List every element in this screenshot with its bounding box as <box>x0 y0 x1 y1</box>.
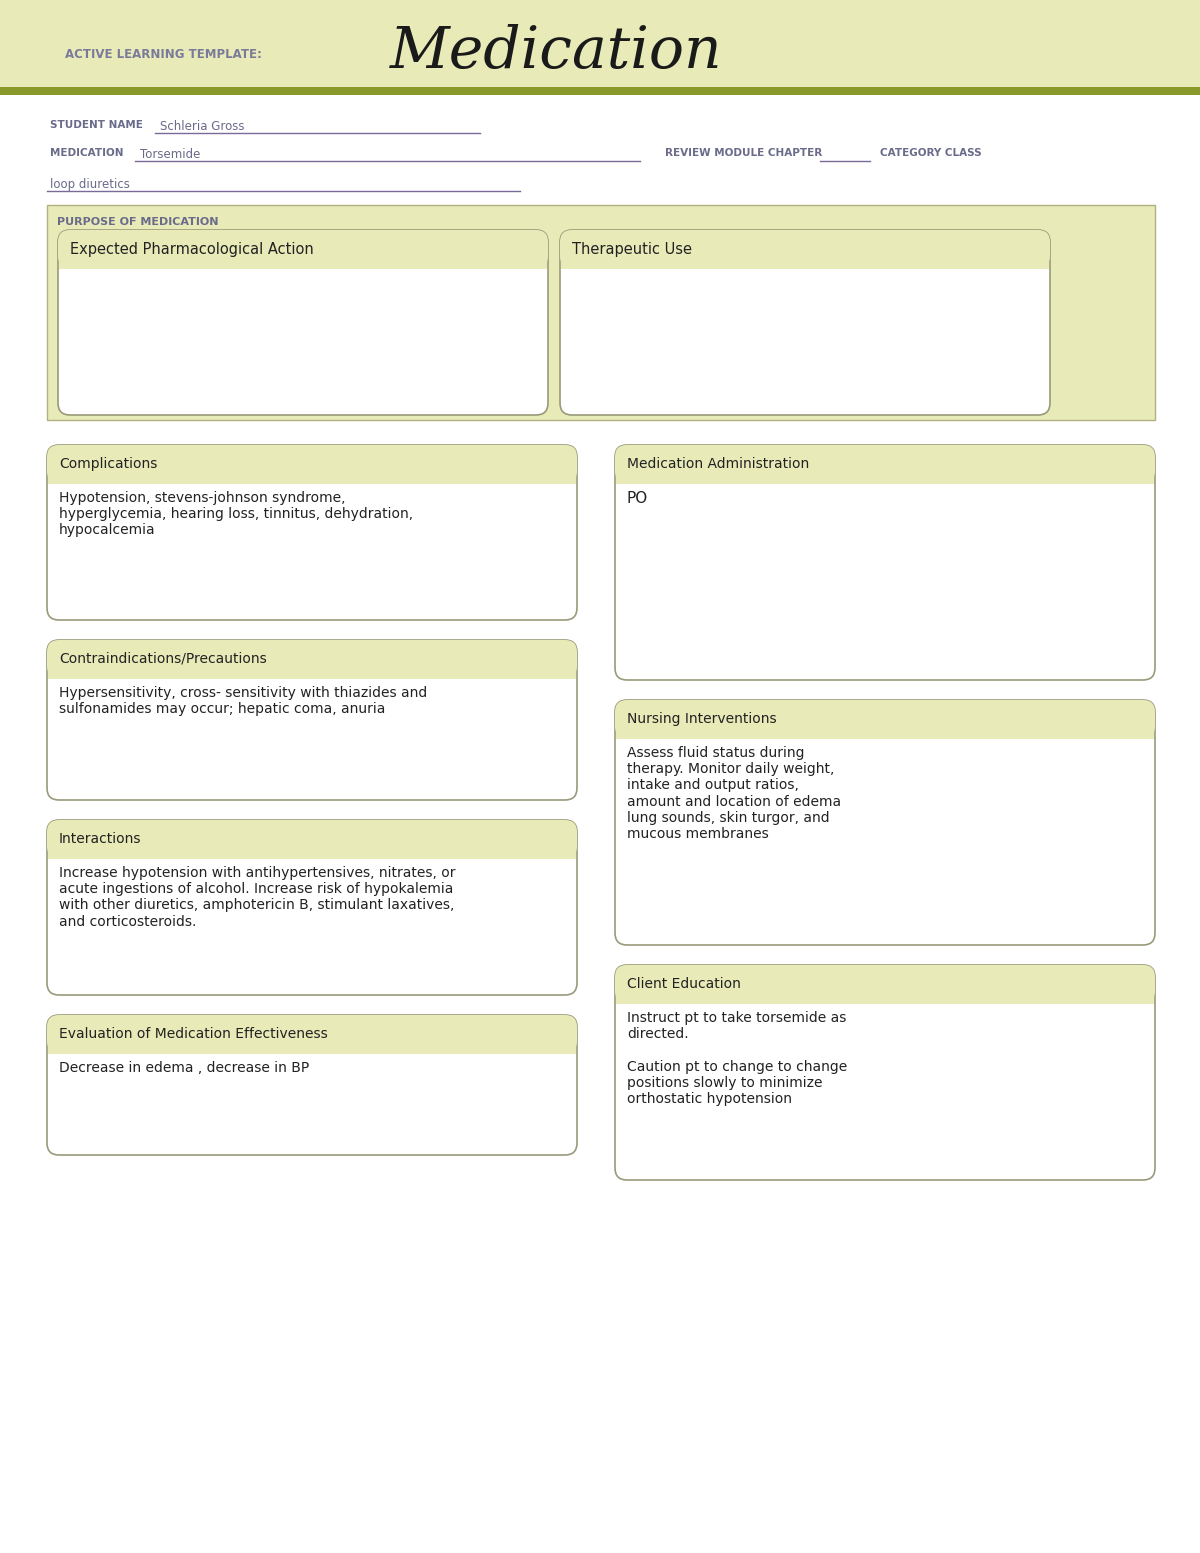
FancyBboxPatch shape <box>616 700 1154 738</box>
Text: Torsemide: Torsemide <box>140 148 200 162</box>
FancyBboxPatch shape <box>562 255 1049 269</box>
FancyBboxPatch shape <box>47 640 577 679</box>
FancyBboxPatch shape <box>616 964 1154 1180</box>
Text: Hypersensitivity, cross- sensitivity with thiazides and
sulfonamides may occur; : Hypersensitivity, cross- sensitivity wit… <box>59 686 427 716</box>
FancyBboxPatch shape <box>48 843 576 859</box>
Text: Medication: Medication <box>390 23 722 81</box>
Text: Instruct pt to take torsemide as
directed.

Caution pt to change to change
posit: Instruct pt to take torsemide as directe… <box>628 1011 847 1106</box>
Text: REVIEW MODULE CHAPTER: REVIEW MODULE CHAPTER <box>665 148 822 158</box>
FancyBboxPatch shape <box>616 724 1154 739</box>
FancyBboxPatch shape <box>48 665 576 679</box>
FancyBboxPatch shape <box>0 95 1200 266</box>
FancyBboxPatch shape <box>560 230 1050 269</box>
Text: CATEGORY CLASS: CATEGORY CLASS <box>880 148 982 158</box>
Text: Therapeutic Use: Therapeutic Use <box>572 242 692 256</box>
FancyBboxPatch shape <box>58 230 548 415</box>
Text: Client Education: Client Education <box>628 977 740 991</box>
Text: PO: PO <box>628 491 648 506</box>
FancyBboxPatch shape <box>48 1039 576 1054</box>
Text: ACTIVE LEARNING TEMPLATE:: ACTIVE LEARNING TEMPLATE: <box>65 48 262 62</box>
Text: Complications: Complications <box>59 457 157 471</box>
FancyBboxPatch shape <box>59 255 547 269</box>
FancyBboxPatch shape <box>47 1016 577 1155</box>
FancyBboxPatch shape <box>560 230 1050 415</box>
FancyBboxPatch shape <box>47 446 577 620</box>
FancyBboxPatch shape <box>0 0 1200 95</box>
Text: Medication Administration: Medication Administration <box>628 457 809 471</box>
FancyBboxPatch shape <box>616 446 1154 483</box>
Text: STUDENT NAME: STUDENT NAME <box>50 120 143 130</box>
Text: Evaluation of Medication Effectiveness: Evaluation of Medication Effectiveness <box>59 1027 328 1041</box>
Text: Nursing Interventions: Nursing Interventions <box>628 711 776 725</box>
FancyBboxPatch shape <box>47 820 577 857</box>
FancyBboxPatch shape <box>616 989 1154 1003</box>
Text: Schleria Gross: Schleria Gross <box>160 120 245 134</box>
FancyBboxPatch shape <box>47 640 577 800</box>
FancyBboxPatch shape <box>47 205 1154 419</box>
FancyBboxPatch shape <box>58 230 548 269</box>
Text: Increase hypotension with antihypertensives, nitrates, or
acute ingestions of al: Increase hypotension with antihypertensi… <box>59 867 456 929</box>
FancyBboxPatch shape <box>47 1016 577 1053</box>
Text: Expected Pharmacological Action: Expected Pharmacological Action <box>70 242 313 256</box>
Text: loop diuretics: loop diuretics <box>50 179 130 191</box>
FancyBboxPatch shape <box>48 469 576 485</box>
Text: PURPOSE OF MEDICATION: PURPOSE OF MEDICATION <box>58 217 218 227</box>
FancyBboxPatch shape <box>616 964 1154 1003</box>
Text: Decrease in edema , decrease in BP: Decrease in edema , decrease in BP <box>59 1061 310 1075</box>
FancyBboxPatch shape <box>0 87 1200 95</box>
FancyBboxPatch shape <box>47 446 577 483</box>
FancyBboxPatch shape <box>47 820 577 995</box>
Text: Assess fluid status during
therapy. Monitor daily weight,
intake and output rati: Assess fluid status during therapy. Moni… <box>628 745 841 842</box>
FancyBboxPatch shape <box>616 469 1154 485</box>
FancyBboxPatch shape <box>616 446 1154 680</box>
Text: Interactions: Interactions <box>59 832 142 846</box>
Text: Hypotension, stevens-johnson syndrome,
hyperglycemia, hearing loss, tinnitus, de: Hypotension, stevens-johnson syndrome, h… <box>59 491 413 537</box>
FancyBboxPatch shape <box>616 700 1154 944</box>
Text: Contraindications/Precautions: Contraindications/Precautions <box>59 652 266 666</box>
Text: MEDICATION: MEDICATION <box>50 148 124 158</box>
